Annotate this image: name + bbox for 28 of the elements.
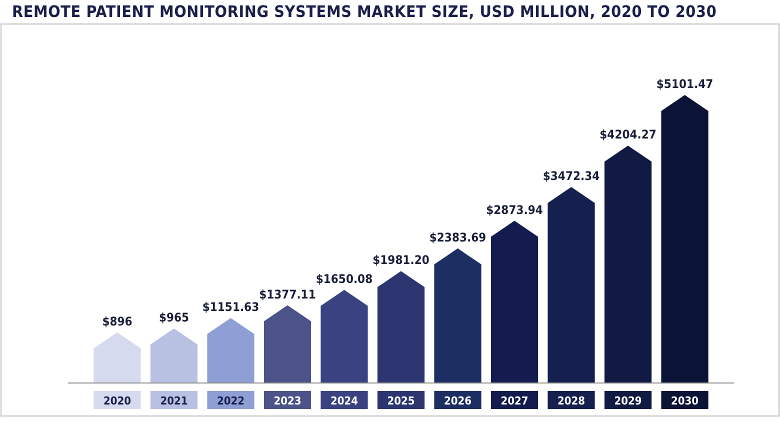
bar bbox=[604, 146, 652, 383]
data-label: $1650.08 bbox=[316, 272, 373, 286]
bar bbox=[490, 220, 538, 383]
x-tick-label: 2021 bbox=[160, 394, 188, 408]
data-label: $965 bbox=[158, 310, 190, 325]
x-tick-label: 2025 bbox=[387, 394, 415, 408]
data-label: $3472.34 bbox=[542, 168, 600, 183]
x-tick-label: 2024 bbox=[330, 394, 358, 408]
data-label: $2873.94 bbox=[486, 202, 544, 217]
x-tick-label: 2023 bbox=[274, 394, 302, 408]
data-label: $4204.27 bbox=[600, 128, 656, 142]
data-label: $1377.11 bbox=[259, 287, 316, 302]
x-tick-label: 2028 bbox=[557, 394, 586, 408]
bar bbox=[661, 95, 708, 383]
x-tick-label: 2026 bbox=[444, 394, 472, 408]
bar bbox=[434, 248, 482, 383]
x-tick-label: 2022 bbox=[216, 394, 245, 408]
data-label: $1981.20 bbox=[372, 253, 430, 268]
data-label: $2383.69 bbox=[429, 230, 486, 244]
chart-title: REMOTE PATIENT MONITORING SYSTEMS MARKET SIZE, USD MILLION, 2020 TO 2030 bbox=[12, 2, 717, 21]
data-label: $5101.47 bbox=[656, 77, 714, 91]
x-tick-label: 2030 bbox=[671, 394, 699, 408]
x-tick-label: 2027 bbox=[500, 394, 528, 408]
data-label: $1151.63 bbox=[202, 300, 260, 314]
data-label: $896 bbox=[102, 314, 132, 328]
bar bbox=[548, 186, 595, 383]
x-tick-label: 2020 bbox=[103, 394, 132, 408]
x-tick-label: 2029 bbox=[614, 394, 642, 408]
